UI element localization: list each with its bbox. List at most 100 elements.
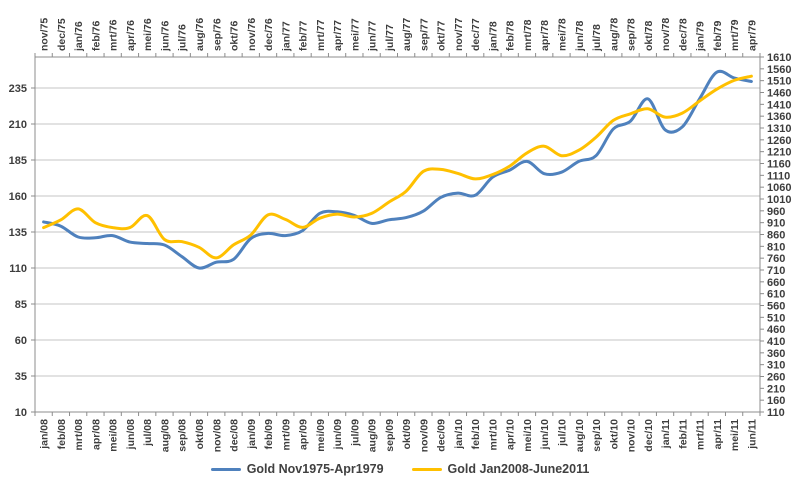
right-axis-label: 1560 xyxy=(767,64,791,76)
top-axis-label: okt/76 xyxy=(229,20,241,51)
legend: Gold Nov1975-Apr1979 Gold Jan2008-June20… xyxy=(0,459,800,479)
top-axis-label: dec/77 xyxy=(470,18,482,51)
left-axis-label: 185 xyxy=(9,155,27,167)
series-line-gold-1975-1979 xyxy=(42,69,753,270)
right-axis-label: 310 xyxy=(767,360,785,372)
right-axis-label: 1060 xyxy=(767,182,791,194)
right-axis-label: 360 xyxy=(767,348,785,360)
top-axis-label: mei/78 xyxy=(556,18,568,51)
bottom-axis-label: jun/10 xyxy=(539,419,551,451)
top-axis-label: jan/79 xyxy=(695,21,707,52)
top-axis-label: feb/79 xyxy=(712,20,724,51)
legend-item-gold-1975-1979: Gold Nov1975-Apr1979 xyxy=(210,462,384,476)
top-axis-label: sep/78 xyxy=(626,18,638,51)
left-axis-label: 10 xyxy=(15,407,27,419)
top-axis-label: apr/79 xyxy=(746,20,758,51)
bottom-axis-label: apr/09 xyxy=(298,419,310,450)
bottom-axis-label: feb/09 xyxy=(263,419,275,450)
top-axis-label: jun/76 xyxy=(159,20,171,52)
bottom-axis-label: mrt/08 xyxy=(73,419,85,451)
legend-label-gold-1975-1979: Gold Nov1975-Apr1979 xyxy=(246,462,384,476)
bottom-axis-label: dec/10 xyxy=(643,419,655,452)
top-axis-label: okt/78 xyxy=(643,20,655,51)
right-axis-label: 410 xyxy=(767,336,785,348)
right-axis-label: 1260 xyxy=(767,135,791,147)
bottom-axis-label: nov/08 xyxy=(211,419,223,452)
top-axis-label: jan/76 xyxy=(73,21,85,52)
top-axis-label: jul/76 xyxy=(177,24,189,52)
bottom-axis-label: mei/11 xyxy=(729,419,741,451)
top-axis-label: okt/77 xyxy=(436,20,448,51)
top-axis-label: jul/78 xyxy=(591,24,603,52)
bottom-axis-label: aug/09 xyxy=(367,419,379,452)
right-axis-label: 960 xyxy=(767,206,785,218)
right-axis-label: 1310 xyxy=(767,123,791,135)
bottom-axis-label: jun/09 xyxy=(332,419,344,451)
right-axis-label: 610 xyxy=(767,289,785,301)
right-axis-label: 160 xyxy=(767,395,785,407)
bottom-axis-label: aug/08 xyxy=(159,419,171,452)
bottom-axis-label: feb/11 xyxy=(677,419,689,449)
bottom-axis-label: feb/10 xyxy=(470,419,482,450)
bottom-axis-label: jan/11 xyxy=(660,419,672,449)
left-axis-label: 35 xyxy=(15,371,27,383)
right-axis-label: 910 xyxy=(767,218,785,230)
bottom-axis-label: jun/11 xyxy=(746,419,758,450)
bottom-axis-label: jul/08 xyxy=(142,419,154,447)
top-axis-label: dec/78 xyxy=(677,18,689,51)
right-axis-label: 210 xyxy=(767,383,785,395)
top-axis-label: jun/77 xyxy=(367,20,379,52)
bottom-axis-label: jun/08 xyxy=(125,419,137,451)
bottom-axis-label: okt/10 xyxy=(608,419,620,450)
top-axis-label: mrt/79 xyxy=(729,19,741,51)
right-axis-label: 1210 xyxy=(767,147,791,159)
top-axis-label: mrt/77 xyxy=(315,19,327,51)
left-axis-label: 160 xyxy=(9,191,27,203)
top-axis-label: nov/76 xyxy=(246,18,258,51)
left-axis-label: 210 xyxy=(9,119,27,131)
right-axis-label: 510 xyxy=(767,312,785,324)
left-axis-label: 135 xyxy=(9,227,27,239)
top-axis-label: mrt/78 xyxy=(522,19,534,51)
top-axis-label: apr/77 xyxy=(332,20,344,51)
top-axis-label: apr/78 xyxy=(539,20,551,51)
top-axis-label: apr/76 xyxy=(125,20,137,51)
top-axis-label: feb/78 xyxy=(505,20,517,51)
top-axis-label: nov/77 xyxy=(453,18,465,51)
right-axis-label: 560 xyxy=(767,301,785,313)
left-axis-label: 60 xyxy=(15,335,27,347)
top-axis-label: nov/78 xyxy=(660,18,672,51)
bottom-axis-label: okt/08 xyxy=(194,419,206,450)
bottom-axis-label: mei/09 xyxy=(315,419,327,452)
bottom-axis-label: dec/09 xyxy=(436,419,448,452)
bottom-axis-label: mrt/09 xyxy=(280,419,292,451)
bottom-axis-label: jan/09 xyxy=(246,419,258,450)
bottom-axis-label: aug/10 xyxy=(574,419,586,452)
legend-label-gold-2008-2011: Gold Jan2008-June2011 xyxy=(447,462,590,476)
left-axis-label: 110 xyxy=(9,263,27,275)
series-line-gold-2008-2011 xyxy=(42,74,753,260)
legend-swatch-yellow-line-icon xyxy=(411,467,442,471)
right-axis-label: 660 xyxy=(767,277,785,289)
right-axis-label: 1010 xyxy=(767,194,791,206)
left-axis-label: 85 xyxy=(15,299,27,311)
bottom-axis-label: mrt/11 xyxy=(695,419,707,450)
top-axis-label: jan/77 xyxy=(280,21,292,52)
top-axis-label: jul/77 xyxy=(384,24,396,52)
top-axis-label: aug/78 xyxy=(608,18,620,51)
top-axis-label: mrt/76 xyxy=(108,19,120,51)
bottom-axis-label: sep/10 xyxy=(591,419,603,452)
bottom-axis-label: nov/10 xyxy=(626,419,638,452)
left-axis-label: 235 xyxy=(9,83,27,95)
right-axis-label: 1410 xyxy=(767,99,791,111)
bottom-axis-label: sep/08 xyxy=(177,419,189,452)
right-axis-label: 1110 xyxy=(767,170,790,182)
bottom-axis-label: sep/09 xyxy=(384,419,396,452)
right-axis-label: 1510 xyxy=(767,76,791,88)
bottom-axis-label: apr/10 xyxy=(505,419,517,450)
bottom-axis-label: apr/08 xyxy=(90,419,102,450)
legend-swatch-blue-line-icon xyxy=(210,467,241,471)
right-axis-label: 260 xyxy=(767,372,785,384)
